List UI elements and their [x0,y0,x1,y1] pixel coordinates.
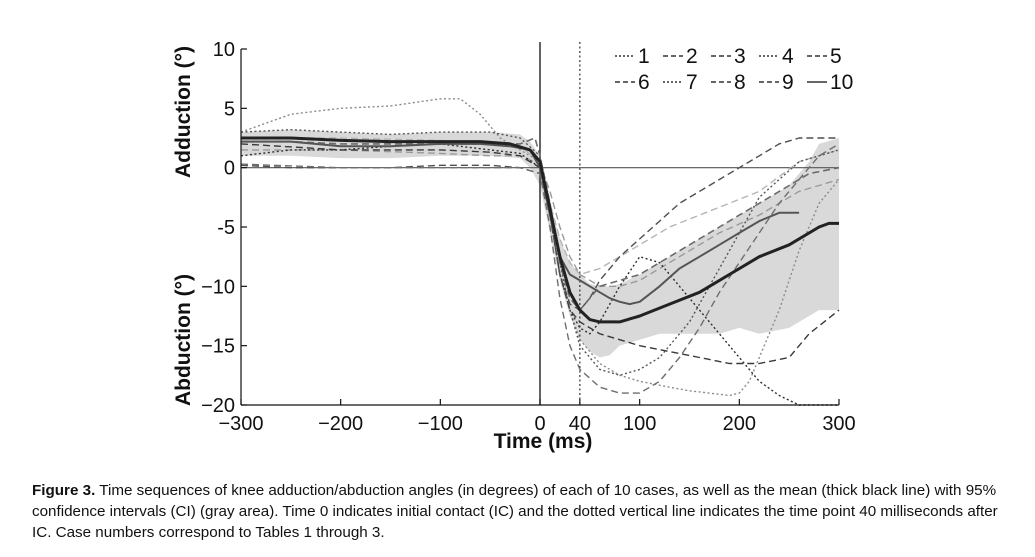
legend-label-4: 4 [782,45,794,68]
x-tick-label: 100 [623,413,656,435]
y-tick-label: −15 [201,336,235,358]
series-layer [240,98,840,406]
y-tick-label: −20 [201,395,235,417]
legend-label-1: 1 [638,45,650,68]
figure-caption: Figure 3. Time sequences of knee adducti… [32,480,1017,543]
figure-caption-text: Time sequences of knee adduction/abducti… [32,482,998,541]
x-tick-label: −100 [418,413,463,435]
legend-label-5: 5 [830,45,842,68]
x-tick-label: −200 [318,413,363,435]
x-tick-label: 0 [534,413,545,435]
series-mean-line [241,136,839,324]
x-tick-label: −300 [218,413,263,435]
legend-label-2: 2 [686,45,698,68]
legend-label-8: 8 [734,71,746,94]
y-axis-label-abduction: Abduction (°) [172,274,195,406]
confidence-interval-band [241,129,839,358]
confidence-band-layer [241,129,839,358]
legend-label-9: 9 [782,71,794,94]
y-tick-label: −10 [201,276,235,298]
series-1-line [240,98,840,397]
x-tick-label: 40 [569,413,591,435]
y-tick-label: 0 [224,158,235,180]
figure-caption-label: Figure 3. [32,482,96,499]
series-4-line [240,143,839,406]
legend-label-6: 6 [638,71,650,94]
legend-label-10: 10 [830,71,853,94]
y-axis-label-adduction: Adduction (°) [172,46,195,178]
y-tick-label: 5 [224,98,235,120]
legend: 1 2 3 4 5 6 7 8 9 10 [615,45,853,94]
series-3-line [241,149,840,287]
y-tick-label: 10 [213,39,235,61]
axes: 10 5 0 -5 −10 −15 −20−300 −200 −100 0 40 100 200 300 [201,39,856,435]
series-10-line [241,140,800,306]
x-tick-label: 200 [723,413,756,435]
y-tick-label: -5 [217,217,235,239]
legend-label-7: 7 [686,71,698,94]
series-5-line [240,143,840,365]
series-7-line [240,129,840,376]
series-8-line [240,143,840,394]
x-tick-label: 300 [822,413,855,435]
x-axis-label: Time (ms) [494,430,593,453]
legend-label-3: 3 [734,45,746,68]
